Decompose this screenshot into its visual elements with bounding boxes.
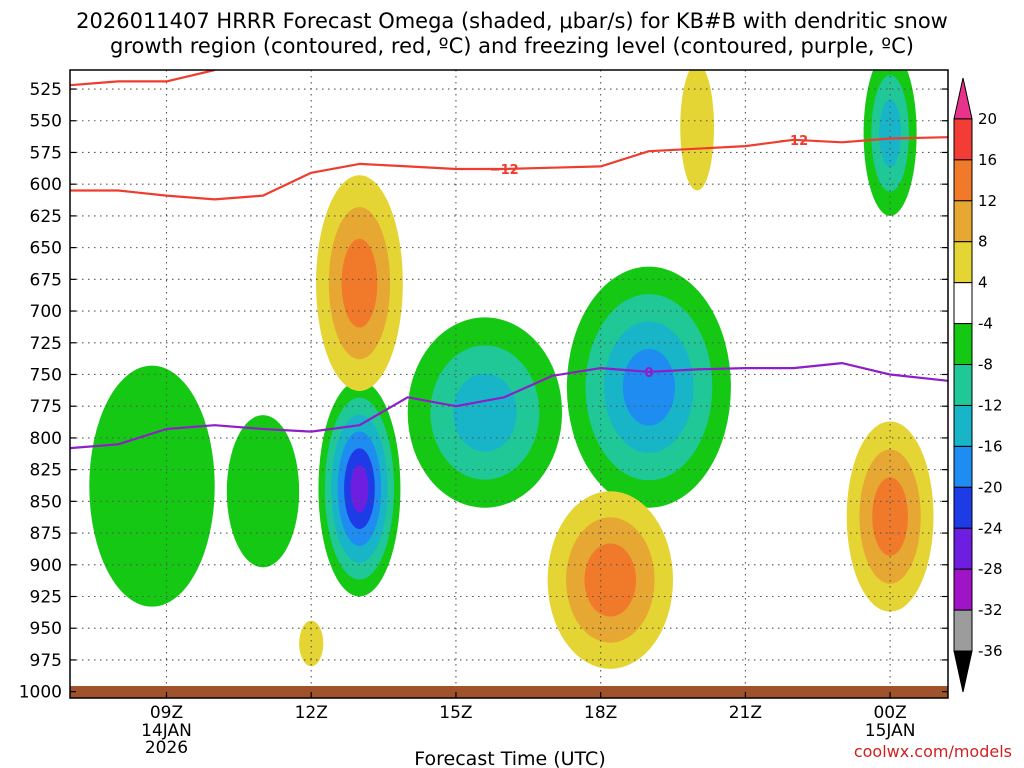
y-tick-label: 950 xyxy=(30,619,62,639)
y-tick-label: 575 xyxy=(30,143,62,163)
omega-contour-12 xyxy=(879,99,902,168)
x-tick-label: 09Z xyxy=(150,703,183,723)
omega-rising-motion-1300Z xyxy=(318,380,401,597)
x-tick-label: 00Z xyxy=(873,703,906,723)
contour-label: 0 xyxy=(644,366,653,381)
omega-contour-4 xyxy=(226,415,300,568)
y-tick-label: 625 xyxy=(30,207,62,227)
y-tick-label: 550 xyxy=(30,112,62,132)
omega-rising-motion-0845Z xyxy=(89,365,215,607)
omega-contour-12 xyxy=(453,373,517,452)
contour-label: −12 xyxy=(779,134,808,149)
colorbar-tick-label: 8 xyxy=(978,233,988,251)
temperature-contours: −12 −12 0 xyxy=(70,70,948,450)
y-tick-label: 850 xyxy=(30,492,62,512)
x-tick-date: 14JAN xyxy=(141,721,192,741)
colorbar-swatch xyxy=(953,118,973,161)
omega-sinking-motion-1900Z-aloft xyxy=(680,70,715,191)
colorbar-tick-label: -28 xyxy=(978,560,1003,578)
colorbar-top-triangle xyxy=(953,77,973,120)
y-tick-label: 600 xyxy=(30,175,62,195)
x-tick-label: 21Z xyxy=(729,703,762,723)
omega-sinking-motion-1200Z-low xyxy=(299,620,324,667)
colorbar-swatch xyxy=(953,241,973,284)
colorbar: 20 16 12 8 4 -4 -8 -12 -16 -20 -24 -28 -32 -36 xyxy=(953,77,1003,693)
colorbar-tick-label: -16 xyxy=(978,437,1003,455)
pressure-axis: 525 550 575 600 625 650 675 700 725 750 775 800 825 8… xyxy=(19,80,948,703)
x-axis-label: Forecast Time (UTC) xyxy=(414,748,605,768)
colorbar-tick-label: -32 xyxy=(978,601,1003,619)
colorbar-swatch xyxy=(953,200,973,243)
y-tick-label: 750 xyxy=(30,365,62,385)
colorbar-tick-label: -36 xyxy=(978,642,1003,660)
colorbar-tick-label: -8 xyxy=(978,356,993,374)
dgz-line-1 xyxy=(70,70,215,87)
y-tick-label: 875 xyxy=(30,524,62,544)
colorbar-tick-label: -4 xyxy=(978,315,993,333)
y-tick-label: 975 xyxy=(30,651,62,671)
omega-sinking-motion-2400Z xyxy=(846,421,934,612)
omega-contour-12 xyxy=(341,238,378,328)
y-tick-label: 925 xyxy=(30,588,62,608)
gridlines xyxy=(70,70,948,698)
site-credit[interactable]: coolwx.com/models xyxy=(854,742,1012,761)
y-tick-label: 675 xyxy=(30,270,62,290)
colorbar-tick-label: 16 xyxy=(978,151,997,169)
x-tick-label: 15Z xyxy=(439,703,472,723)
y-tick-label: 900 xyxy=(30,556,62,576)
colorbar-swatch xyxy=(953,527,973,570)
y-tick-label: 700 xyxy=(30,302,62,322)
contour-label: −12 xyxy=(490,163,519,178)
omega-contour-4 xyxy=(299,620,324,667)
colorbar-swatch xyxy=(953,445,973,488)
omega-sinking-motion-1815Z xyxy=(547,491,674,669)
colorbar-swatch xyxy=(953,609,973,652)
omega-contour-4 xyxy=(89,365,215,607)
y-tick-label: 525 xyxy=(30,80,62,100)
y-tick-label: 825 xyxy=(30,461,62,481)
colorbar-tick-label: -12 xyxy=(978,396,1003,414)
omega-sinking-motion-1300Z xyxy=(316,175,403,391)
x-tick-label: 18Z xyxy=(584,703,617,723)
omega-rising-motion-1900Z xyxy=(566,266,731,508)
colorbar-tick-label: -20 xyxy=(978,478,1003,496)
omega-contour-12 xyxy=(872,477,908,556)
x-tick-label: 12Z xyxy=(295,703,328,723)
colorbar-swatch xyxy=(953,159,973,202)
colorbar-swatch xyxy=(953,568,973,611)
x-tick-date: 15JAN xyxy=(865,721,916,741)
colorbar-swatch xyxy=(953,364,973,406)
freezing-level-line xyxy=(70,362,948,450)
y-tick-label: 1000 xyxy=(19,683,62,703)
colorbar-swatch xyxy=(953,404,973,447)
x-tick-year: 2026 xyxy=(145,738,188,758)
y-tick-label: 725 xyxy=(30,334,62,354)
colorbar-tick-label: -24 xyxy=(978,519,1003,537)
y-tick-label: 650 xyxy=(30,239,62,259)
colorbar-swatch xyxy=(953,323,973,366)
plot-frame xyxy=(69,69,949,699)
colorbar-tick-label: 12 xyxy=(978,192,997,210)
y-tick-label: 775 xyxy=(30,397,62,417)
omega-contour-4 xyxy=(680,70,715,191)
colorbar-bottom-triangle xyxy=(953,650,973,693)
omega-contour-24 xyxy=(350,465,369,513)
ground-strip xyxy=(70,686,948,698)
omega-rising-motion-1100Z xyxy=(226,415,300,568)
chart-title-line-2: growth region (contoured, red, ºC) and f… xyxy=(110,34,914,58)
dgz-line-0 xyxy=(70,136,948,201)
omega-rising-motion-1530Z xyxy=(407,317,563,508)
omega-contour-12 xyxy=(584,543,637,617)
omega-shading xyxy=(89,70,934,669)
colorbar-swatch xyxy=(953,282,973,325)
omega-contour-16 xyxy=(622,348,675,426)
colorbar-swatch xyxy=(953,486,973,529)
colorbar-tick-label: 4 xyxy=(978,274,988,292)
colorbar-tick-label: 20 xyxy=(978,110,997,128)
chart-title-line-1: 2026011407 HRRR Forecast Omega (shaded, … xyxy=(76,9,948,33)
y-tick-label: 800 xyxy=(30,429,62,449)
